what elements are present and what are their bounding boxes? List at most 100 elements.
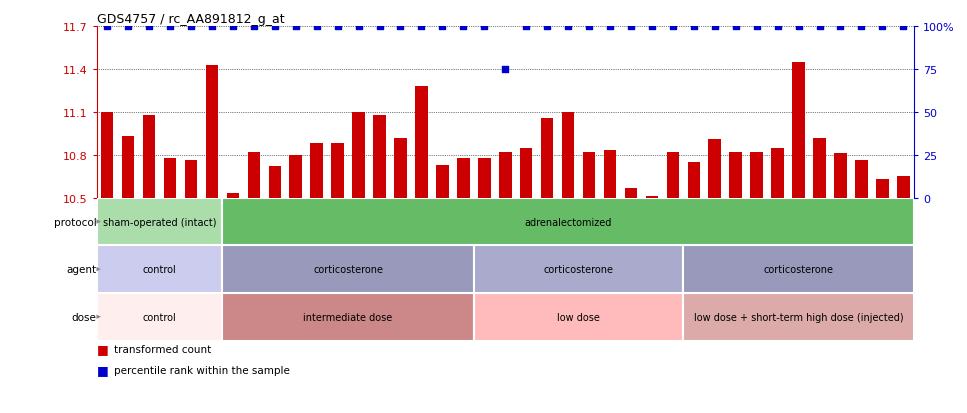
Text: corticosterone: corticosterone	[313, 264, 383, 275]
Bar	[835, 154, 847, 198]
Bar	[562, 113, 574, 198]
Bar	[684, 293, 914, 341]
Point	[874, 24, 890, 30]
Bar	[474, 246, 684, 293]
Text: ■: ■	[97, 363, 108, 376]
Bar	[395, 138, 407, 198]
Point	[540, 24, 555, 30]
Bar	[457, 158, 470, 198]
Text: sham-operated (intact): sham-operated (intact)	[103, 217, 217, 227]
Bar	[709, 140, 721, 198]
Point	[100, 24, 115, 30]
Bar	[813, 138, 826, 198]
Point	[748, 24, 764, 30]
Point	[770, 24, 785, 30]
Bar	[415, 87, 427, 198]
Bar	[792, 62, 805, 198]
Point	[602, 24, 618, 30]
Point	[791, 24, 806, 30]
Bar	[646, 197, 659, 198]
Point	[288, 24, 304, 30]
Point	[435, 24, 451, 30]
Point	[728, 24, 744, 30]
Bar	[122, 137, 134, 198]
Text: low dose + short-term high dose (injected): low dose + short-term high dose (injecte…	[693, 312, 903, 322]
Text: ■: ■	[97, 342, 108, 356]
Bar	[541, 118, 553, 198]
Point	[811, 24, 827, 30]
Bar	[855, 161, 867, 198]
Point	[623, 24, 638, 30]
Point	[561, 24, 576, 30]
Bar	[478, 158, 490, 198]
Bar	[332, 144, 344, 198]
Text: dose: dose	[72, 312, 97, 322]
Bar	[666, 152, 679, 198]
Text: GDS4757 / rc_AA891812_g_at: GDS4757 / rc_AA891812_g_at	[97, 13, 284, 26]
Bar	[772, 148, 784, 198]
Bar	[897, 177, 910, 198]
Point	[518, 24, 534, 30]
Bar	[373, 115, 386, 198]
Text: percentile rank within the sample: percentile rank within the sample	[114, 365, 290, 375]
Text: intermediate dose: intermediate dose	[304, 312, 393, 322]
Point	[141, 24, 157, 30]
Bar	[876, 180, 889, 198]
Bar	[729, 152, 742, 198]
Point	[162, 24, 178, 30]
Point	[393, 24, 408, 30]
Bar	[226, 194, 239, 198]
Bar	[97, 293, 222, 341]
Bar	[688, 163, 700, 198]
Point	[895, 24, 911, 30]
Text: low dose: low dose	[557, 312, 601, 322]
Bar	[222, 246, 474, 293]
Point	[330, 24, 345, 30]
Bar	[310, 144, 323, 198]
Text: adrenalectomized: adrenalectomized	[524, 217, 612, 227]
Bar	[163, 158, 176, 198]
Bar	[269, 167, 281, 198]
Point	[687, 24, 702, 30]
Bar	[97, 246, 222, 293]
Point	[477, 24, 492, 30]
Text: agent: agent	[67, 264, 97, 275]
Point	[498, 66, 513, 73]
Bar	[750, 152, 763, 198]
Text: corticosterone: corticosterone	[543, 264, 614, 275]
Point	[309, 24, 325, 30]
Point	[833, 24, 848, 30]
Bar	[289, 155, 302, 198]
Bar	[206, 65, 219, 198]
Point	[371, 24, 387, 30]
Bar	[583, 152, 596, 198]
Bar	[474, 293, 684, 341]
Point	[184, 24, 199, 30]
Bar	[97, 198, 222, 246]
Point	[225, 24, 241, 30]
Text: control: control	[143, 264, 176, 275]
Point	[414, 24, 429, 30]
Point	[455, 24, 471, 30]
Bar	[352, 113, 365, 198]
Bar	[499, 152, 512, 198]
Bar	[603, 151, 616, 198]
Bar	[101, 113, 113, 198]
Text: control: control	[143, 312, 176, 322]
Bar	[625, 188, 637, 198]
Bar	[520, 148, 533, 198]
Text: transformed count: transformed count	[114, 344, 212, 354]
Point	[267, 24, 282, 30]
Point	[204, 24, 220, 30]
Bar	[436, 165, 449, 198]
Text: corticosterone: corticosterone	[764, 264, 834, 275]
Point	[120, 24, 135, 30]
Bar	[143, 115, 156, 198]
Point	[665, 24, 681, 30]
Point	[854, 24, 869, 30]
Point	[644, 24, 659, 30]
Bar	[185, 161, 197, 198]
Bar	[222, 198, 914, 246]
Point	[707, 24, 722, 30]
Text: protocol: protocol	[54, 217, 97, 227]
